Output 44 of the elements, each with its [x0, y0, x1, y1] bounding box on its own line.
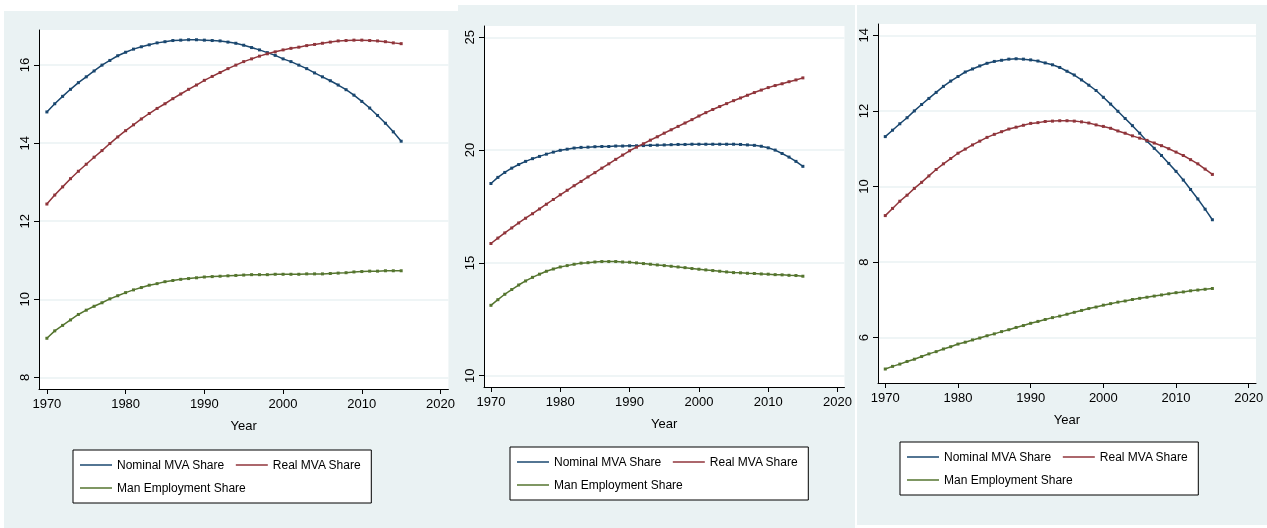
x-tick-label: 1980 — [545, 394, 575, 409]
x-axis-title: Year — [651, 416, 679, 431]
y-tick-label: 12 — [856, 103, 871, 119]
x-tick-label: 2020 — [426, 396, 455, 411]
x-tick-label: 1980 — [111, 396, 141, 411]
x-tick-label: 2000 — [684, 394, 714, 409]
x-tick-label: 1990 — [615, 394, 645, 409]
y-tick-label: 15 — [462, 255, 477, 271]
x-tick-label: 2020 — [823, 394, 852, 409]
x-tick-label: 2010 — [347, 396, 377, 411]
legend-label: Nominal MVA Share — [944, 450, 1052, 464]
x-tick-label: 2010 — [1161, 390, 1191, 405]
x-tick-label: 2000 — [268, 396, 298, 411]
x-tick-label: 1990 — [1016, 390, 1046, 405]
x-tick-label: 1970 — [476, 394, 506, 409]
x-tick-label: 1990 — [189, 396, 219, 411]
x-tick-label: 2020 — [1234, 390, 1264, 405]
legend-label: Real MVA Share — [709, 455, 798, 469]
y-tick-label: 12 — [17, 213, 32, 229]
legend-label: Man Employment Share — [117, 481, 247, 495]
y-tick-label: 10 — [462, 368, 477, 383]
legend-label: Real MVA Share — [1099, 450, 1188, 464]
legend-label: Nominal MVA Share — [554, 455, 662, 469]
x-tick-label: 1980 — [943, 390, 973, 405]
y-tick-label: 14 — [856, 28, 871, 43]
legend-label: Nominal MVA Share — [117, 458, 225, 472]
y-tick-label: 25 — [462, 30, 477, 45]
y-tick-label: 20 — [462, 142, 477, 158]
y-tick-label: 8 — [856, 258, 871, 266]
legend-label: Real MVA Share — [272, 458, 361, 472]
x-tick-label: 2000 — [1088, 390, 1118, 405]
y-tick-label: 16 — [17, 57, 32, 73]
y-tick-label: 10 — [856, 179, 871, 194]
x-axis-title: Year — [1053, 412, 1081, 427]
x-tick-label: 1970 — [870, 390, 900, 405]
legend-label: Man Employment Share — [554, 478, 684, 492]
y-tick-label: 8 — [17, 373, 32, 381]
x-tick-label: 1970 — [32, 396, 62, 411]
x-axis-title: Year — [230, 418, 258, 433]
legend-label: Man Employment Share — [944, 473, 1074, 487]
y-tick-label: 14 — [17, 135, 32, 151]
x-tick-label: 2010 — [753, 394, 783, 409]
y-tick-label: 6 — [856, 334, 871, 342]
y-tick-label: 10 — [17, 292, 32, 307]
